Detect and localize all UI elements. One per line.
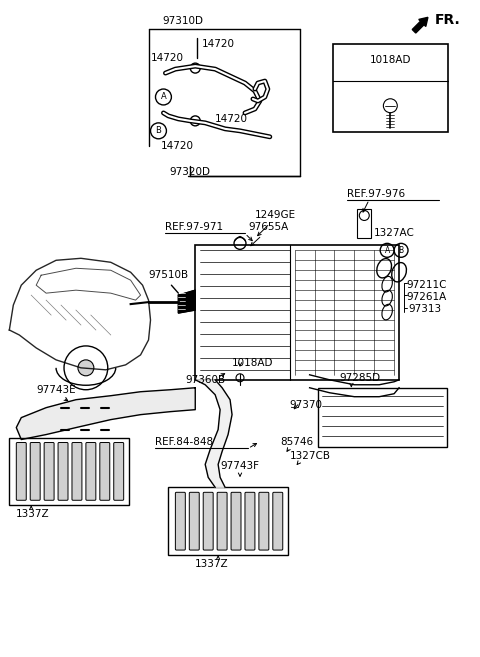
- Text: 1327AC: 1327AC: [374, 229, 415, 238]
- Text: 1249GE: 1249GE: [255, 210, 296, 221]
- Text: 1337Z: 1337Z: [195, 559, 229, 569]
- FancyArrow shape: [412, 17, 428, 33]
- Circle shape: [190, 63, 200, 73]
- FancyBboxPatch shape: [30, 443, 40, 500]
- Text: 97655A: 97655A: [248, 223, 288, 233]
- FancyBboxPatch shape: [189, 492, 199, 550]
- Text: 97285D: 97285D: [339, 373, 381, 383]
- Circle shape: [190, 116, 200, 126]
- FancyBboxPatch shape: [114, 443, 124, 500]
- Bar: [333, 44, 447, 132]
- FancyBboxPatch shape: [273, 492, 283, 550]
- Text: 1327CB: 1327CB: [290, 451, 331, 461]
- Text: B: B: [156, 126, 161, 135]
- Text: 1337Z: 1337Z: [16, 509, 50, 519]
- Text: 97320D: 97320D: [170, 167, 211, 177]
- Text: 85746: 85746: [280, 438, 313, 447]
- Bar: [195, 245, 399, 380]
- FancyBboxPatch shape: [203, 492, 213, 550]
- Text: 97313: 97313: [408, 304, 441, 314]
- Circle shape: [78, 360, 94, 376]
- FancyBboxPatch shape: [58, 443, 68, 500]
- Text: 97310D: 97310D: [163, 16, 204, 26]
- Text: 97743F: 97743F: [220, 461, 259, 471]
- FancyBboxPatch shape: [72, 443, 82, 500]
- Text: REF.84-848: REF.84-848: [156, 438, 214, 447]
- Text: 97261A: 97261A: [406, 292, 446, 302]
- Polygon shape: [16, 388, 195, 440]
- Bar: [318, 388, 447, 447]
- FancyBboxPatch shape: [217, 492, 227, 550]
- Bar: [9, 438, 129, 505]
- Text: 14720: 14720: [215, 114, 248, 124]
- FancyBboxPatch shape: [231, 492, 241, 550]
- Text: 97743E: 97743E: [36, 385, 76, 395]
- Text: 14720: 14720: [151, 53, 183, 63]
- Text: 97360B: 97360B: [185, 374, 226, 385]
- Bar: [357, 208, 371, 238]
- Text: 97510B: 97510B: [148, 270, 189, 280]
- Text: B: B: [398, 246, 404, 255]
- Bar: [168, 487, 288, 555]
- Text: REF.97-971: REF.97-971: [166, 223, 224, 233]
- FancyBboxPatch shape: [100, 443, 110, 500]
- FancyBboxPatch shape: [175, 492, 185, 550]
- FancyBboxPatch shape: [245, 492, 255, 550]
- Text: 97211C: 97211C: [406, 280, 446, 290]
- FancyBboxPatch shape: [86, 443, 96, 500]
- Text: 97370: 97370: [290, 399, 323, 410]
- Text: REF.97-976: REF.97-976: [348, 189, 406, 198]
- Text: 14720: 14720: [160, 141, 193, 151]
- Text: 14720: 14720: [202, 39, 235, 49]
- FancyBboxPatch shape: [16, 443, 26, 500]
- Text: 1018AD: 1018AD: [232, 358, 274, 368]
- Text: A: A: [384, 246, 390, 255]
- FancyBboxPatch shape: [44, 443, 54, 500]
- Polygon shape: [179, 290, 195, 313]
- FancyBboxPatch shape: [259, 492, 269, 550]
- Text: A: A: [161, 93, 167, 101]
- Text: FR.: FR.: [435, 13, 461, 28]
- Text: 1018AD: 1018AD: [370, 55, 411, 65]
- Polygon shape: [195, 380, 232, 487]
